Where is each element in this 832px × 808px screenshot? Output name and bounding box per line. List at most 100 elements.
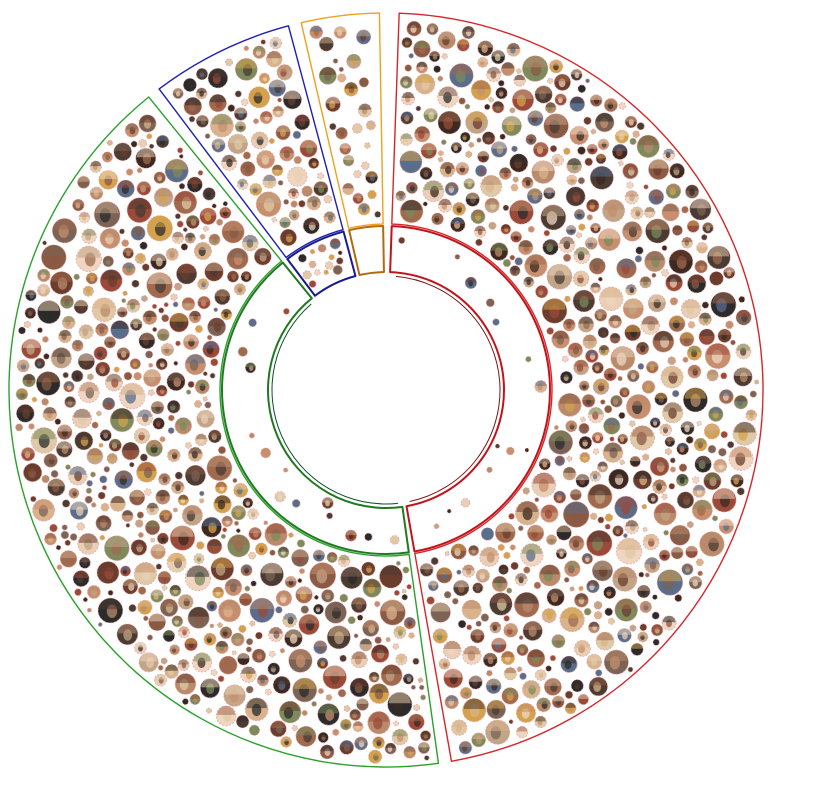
thumbnail-bubble <box>513 591 540 618</box>
thumbnail-bubble <box>497 79 505 87</box>
thumbnail-bubble <box>564 690 574 699</box>
thumbnail-bubble <box>282 467 289 473</box>
thumbnail-bubble <box>500 650 515 666</box>
thumbnail-bubble <box>594 112 615 133</box>
thumbnail-bubble <box>347 616 356 625</box>
thumbnail-bubble <box>101 151 114 163</box>
thumbnail-bubble <box>206 455 233 482</box>
thumbnail-bubble <box>629 137 637 146</box>
thumbnail-bubble <box>463 178 476 190</box>
thumbnail-bubble <box>342 182 355 196</box>
thumbnail-bubble <box>324 261 334 270</box>
thumbnail-bubble <box>210 557 235 581</box>
thumbnail-bubble <box>133 427 150 444</box>
thumbnail-bubble <box>89 160 102 173</box>
thumbnail-bubble <box>240 666 257 683</box>
thumbnail-bubble <box>213 495 232 514</box>
thumbnail-bubble <box>279 648 286 654</box>
thumbnail-bubble <box>393 625 407 639</box>
thumbnail-bubble <box>202 396 208 402</box>
thumbnail-bubble <box>549 144 558 153</box>
thumbnail-bubble <box>106 452 118 465</box>
thumbnail-bubble <box>514 500 540 526</box>
thumbnail-bubble <box>629 624 637 632</box>
thumbnail-bubble <box>49 271 74 295</box>
thumbnail-bubble <box>568 535 585 552</box>
thumbnail-bubble <box>526 524 545 542</box>
thumbnail-bubble <box>706 369 719 382</box>
thumbnail-bubble <box>207 429 222 444</box>
thumbnail-bubble <box>318 66 337 85</box>
thumbnail-bubble <box>146 272 173 299</box>
thumbnail-bubble <box>361 561 376 577</box>
thumbnail-bubble <box>230 505 247 521</box>
thumbnail-bubble <box>237 346 248 357</box>
thumbnail-bubble <box>157 664 164 671</box>
thumbnail-bubble <box>439 161 456 178</box>
thumbnail-bubble <box>617 375 623 382</box>
thumbnail-bubble <box>548 429 574 455</box>
thumbnail-bubble <box>150 253 167 271</box>
thumbnail-bubble <box>202 187 216 201</box>
thumbnail-bubble <box>671 389 680 398</box>
thumbnail-bubble <box>116 623 139 646</box>
thumbnail-bubble <box>648 188 665 205</box>
thumbnail-bubble <box>661 268 669 277</box>
thumbnail-bubble <box>531 472 557 498</box>
thumbnail-bubble <box>197 295 211 310</box>
thumbnail-bubble <box>155 384 168 397</box>
thumbnail-bubble <box>570 679 584 693</box>
thumbnail-bubble <box>126 197 153 224</box>
thumbnail-bubble <box>64 539 71 546</box>
segment-outer-green <box>8 96 440 768</box>
thumbnail-bubble <box>423 755 430 761</box>
thumbnail-bubble <box>84 495 93 504</box>
thumbnail-bubble <box>199 233 206 240</box>
thumbnail-bubble <box>577 693 590 706</box>
thumbnail-bubble <box>451 597 459 605</box>
thumbnail-bubble <box>254 631 263 640</box>
thumbnail-bubble <box>614 129 629 144</box>
thumbnail-bubble <box>298 613 320 636</box>
thumbnail-bubble <box>258 72 270 85</box>
thumbnail-bubble <box>189 693 201 706</box>
thumbnail-bubble <box>395 653 408 666</box>
thumbnail-bubble <box>173 360 179 366</box>
thumbnail-bubble <box>309 248 316 255</box>
thumbnail-bubble <box>608 468 629 490</box>
thumbnail-bubble <box>491 49 506 65</box>
thumbnail-bubble <box>216 622 223 628</box>
thumbnail-bubble <box>522 55 549 82</box>
thumbnail-bubble <box>108 438 122 452</box>
thumbnail-bubble <box>199 678 220 699</box>
thumbnail-bubble <box>43 453 58 468</box>
thumbnail-bubble <box>610 394 623 408</box>
thumbnail-bubble <box>17 326 26 335</box>
thumbnail-bubble <box>321 496 334 509</box>
thumbnail-bubble <box>137 599 153 615</box>
thumbnail-bubble <box>563 560 581 577</box>
thumbnail-bubble <box>634 254 643 263</box>
thumbnail-bubble <box>161 585 168 591</box>
thumbnail-bubble <box>96 561 120 584</box>
thumbnail-bubble <box>572 270 590 287</box>
thumbnail-bubble <box>218 599 242 623</box>
thumbnail-bubble <box>585 78 591 84</box>
thumbnail-bubble <box>51 218 78 244</box>
thumbnail-bubble <box>401 91 416 106</box>
thumbnail-bubble <box>113 366 120 373</box>
thumbnail-bubble <box>546 588 565 607</box>
thumbnail-bubble <box>575 232 583 239</box>
thumbnail-bubble <box>42 240 48 246</box>
thumbnail-bubbles <box>15 21 760 764</box>
thumbnail-bubble <box>211 138 226 153</box>
thumbnail-bubble <box>93 346 108 361</box>
thumbnail-bubble <box>133 371 142 381</box>
thumbnail-bubble <box>495 86 508 100</box>
thumbnail-bubble <box>649 417 661 429</box>
thumbnail-bubble <box>60 530 70 540</box>
thumbnail-bubble <box>245 646 252 653</box>
thumbnail-bubble <box>398 236 406 244</box>
thumbnail-bubble <box>268 79 287 97</box>
thumbnail-bubble <box>284 575 297 589</box>
